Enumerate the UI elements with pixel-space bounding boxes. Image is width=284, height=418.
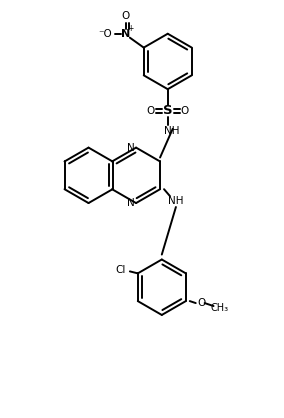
Text: ⁻O: ⁻O [98,29,112,39]
Text: S: S [163,104,173,117]
Text: O: O [147,106,155,116]
Text: O: O [198,298,206,308]
Text: O: O [122,11,130,21]
Text: Cl: Cl [116,265,126,275]
Text: CH₃: CH₃ [210,303,229,313]
Text: +: + [128,24,134,33]
Text: NH: NH [168,196,184,206]
Text: O: O [180,106,189,116]
Text: N: N [127,198,135,208]
Text: N: N [121,29,131,39]
Text: N: N [127,143,135,153]
Text: NH: NH [164,126,179,136]
